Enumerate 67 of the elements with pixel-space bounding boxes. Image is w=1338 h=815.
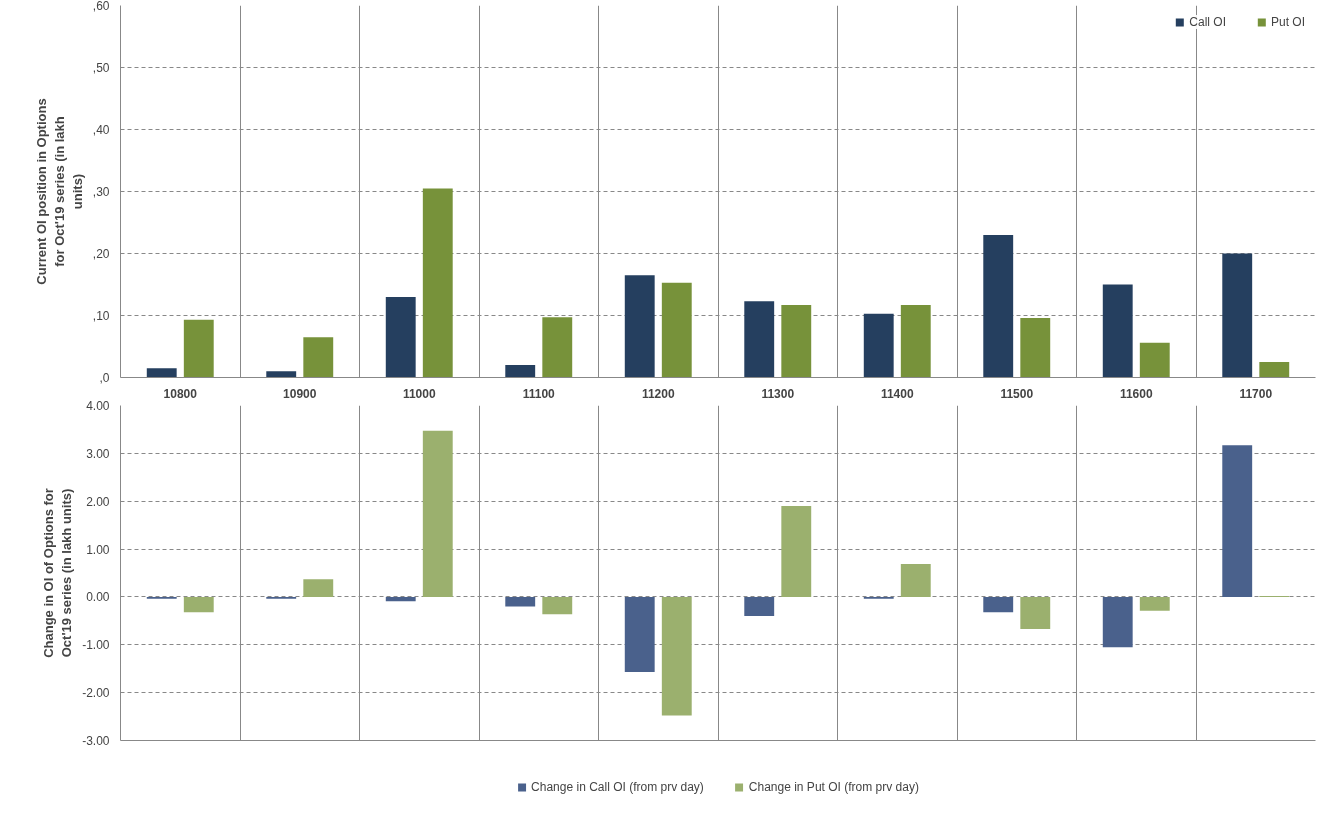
legend-label: Change in Call OI (from prv day) <box>531 779 704 794</box>
x-tick-label: 11200 <box>641 386 675 401</box>
bar <box>624 596 655 673</box>
bar <box>422 430 453 597</box>
bar <box>1102 284 1133 378</box>
bar <box>983 234 1014 378</box>
bar <box>183 596 214 613</box>
y-tick-label: ,50 <box>92 61 110 75</box>
x-tick-label: 11300 <box>761 386 795 401</box>
y-tick-label: ,0 <box>99 371 110 385</box>
bar <box>1222 445 1253 597</box>
bar <box>863 313 894 378</box>
x-tick-label: 10800 <box>163 386 198 401</box>
y-axis-title: Current OI position in Options for Oct'19 series (in lakh units) <box>33 98 85 285</box>
bar <box>505 365 536 378</box>
legend-label: Change in Put OI (from prv day) <box>748 779 919 794</box>
y-tick-label: -2.00 <box>82 686 110 701</box>
y-tick-label: ,20 <box>92 247 110 261</box>
legend-label: Call OI <box>1189 15 1226 29</box>
bar <box>781 506 812 597</box>
y-tick-label: 4.00 <box>86 399 110 413</box>
y-tick-label: 1.00 <box>86 542 110 557</box>
bar <box>1020 596 1051 629</box>
bar <box>1102 596 1133 648</box>
bar <box>1139 342 1170 378</box>
bar <box>624 275 655 378</box>
y-tick-label: -3.00 <box>82 734 110 748</box>
x-tick-label: 11100 <box>522 386 556 401</box>
y-tick-label: ,10 <box>92 309 110 323</box>
bar <box>1259 362 1290 378</box>
bar <box>781 304 812 378</box>
bar <box>266 371 297 378</box>
y-tick-label: ,40 <box>92 123 110 137</box>
bar <box>1020 317 1051 378</box>
y-tick-label: 2.00 <box>86 494 110 509</box>
bar <box>303 337 334 378</box>
y-tick-label: 0.00 <box>86 590 110 605</box>
x-tick-label: 10900 <box>283 386 317 401</box>
y-tick-label: 3.00 <box>86 446 110 461</box>
x-tick-label: 11600 <box>1119 386 1153 401</box>
bar <box>900 304 931 378</box>
x-tick-label: 11400 <box>880 386 914 401</box>
bar <box>744 301 775 378</box>
bar <box>983 596 1014 613</box>
legend-label: Put OI <box>1270 15 1305 29</box>
bar <box>183 319 214 378</box>
y-tick-label: -1.00 <box>82 638 110 653</box>
bar <box>542 317 573 378</box>
bar <box>1139 596 1170 611</box>
bar <box>385 296 416 378</box>
bar <box>505 596 536 607</box>
bar <box>422 188 453 378</box>
bar <box>1222 253 1253 378</box>
x-tick-label: 11000 <box>402 386 436 401</box>
bar <box>744 596 775 617</box>
bar <box>542 596 573 615</box>
y-tick-label: ,30 <box>92 185 110 199</box>
bar <box>661 282 692 378</box>
y-tick-label: ,60 <box>92 0 110 13</box>
bar <box>661 596 692 716</box>
y-axis-title: Change in OI of Options for Oct'19 series (in lakh units) <box>41 488 75 658</box>
bar <box>303 579 334 597</box>
bar <box>146 368 177 378</box>
bar <box>900 563 931 597</box>
bar <box>385 596 416 602</box>
x-tick-label: 11700 <box>1239 386 1273 401</box>
x-tick-label: 11500 <box>1000 386 1034 401</box>
